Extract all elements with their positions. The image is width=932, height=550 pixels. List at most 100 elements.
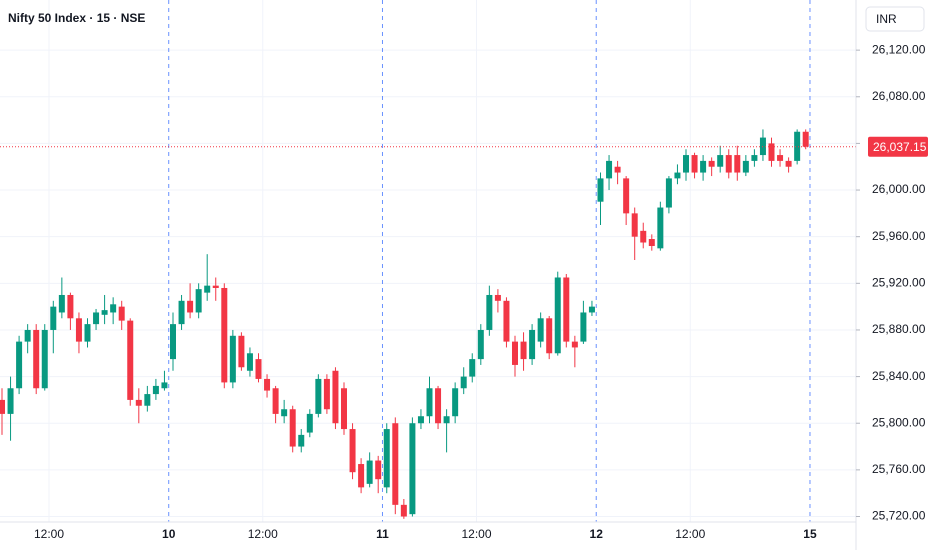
candle-body: [503, 300, 510, 342]
candle-body: [588, 306, 595, 313]
candle-body: [580, 312, 587, 342]
candle-body: [443, 416, 450, 424]
candle-body: [204, 285, 211, 293]
candle-body: [435, 388, 442, 424]
candle-body: [16, 341, 23, 389]
candle-body: [75, 318, 82, 342]
candle-body: [170, 324, 176, 360]
candle-body: [409, 423, 416, 515]
y-tick-label: 26,080.00: [872, 89, 926, 103]
candle-body: [366, 460, 373, 484]
candle-body: [640, 230, 647, 243]
y-tick-label: 25,800.00: [872, 415, 926, 429]
candle-body: [794, 131, 801, 161]
candle-body: [289, 409, 296, 447]
x-tick-label: 10: [162, 527, 176, 541]
candle-body: [50, 306, 57, 330]
x-tick-label: 12:00: [675, 527, 705, 541]
candle-body: [657, 207, 664, 249]
candle-body: [665, 178, 672, 208]
y-tick-label: 25,760.00: [872, 462, 926, 476]
candle-body: [58, 294, 65, 313]
candle-body: [0, 399, 5, 414]
candle-body: [229, 335, 236, 383]
candle-body: [512, 341, 518, 365]
candle-body: [725, 155, 732, 173]
candle-body: [486, 294, 493, 330]
candle-body: [332, 370, 339, 424]
candle-body: [529, 329, 536, 360]
candle-body: [777, 155, 784, 161]
candle-body: [246, 353, 253, 371]
candle-body: [127, 320, 134, 400]
candle-body: [785, 160, 792, 167]
candle-body: [708, 160, 715, 167]
candle-body: [563, 277, 570, 342]
last-price-label: 26,037.15: [873, 140, 927, 154]
candle-body: [469, 359, 476, 377]
currency-button[interactable]: [865, 6, 925, 32]
candle-body: [84, 324, 91, 342]
candle-body: [358, 464, 365, 488]
candle-body: [631, 213, 638, 237]
candle-body: [674, 172, 681, 179]
candle-body: [623, 178, 630, 214]
x-tick-label: 15: [803, 527, 817, 541]
candle-body: [195, 289, 202, 313]
candle-body: [110, 304, 117, 313]
currency-label[interactable]: INR: [876, 12, 897, 26]
candle-body: [281, 409, 288, 417]
y-tick-label: 26,120.00: [872, 42, 926, 56]
candle-body: [683, 155, 689, 173]
candle-body: [144, 394, 151, 406]
candle-body: [383, 429, 390, 488]
x-tick-label: 11: [376, 527, 389, 541]
candle-body: [41, 329, 48, 389]
candle-body: [323, 378, 330, 410]
candle-body: [67, 294, 74, 319]
candle-body: [272, 388, 279, 414]
y-tick-label: 25,720.00: [872, 509, 926, 523]
candle-body: [734, 155, 741, 173]
chart-title: Nifty 50 Index · 15 · NSE: [8, 11, 145, 25]
candle-body: [135, 399, 142, 406]
x-tick-label: 12:00: [248, 527, 278, 541]
candle-body: [152, 385, 159, 395]
candle-body: [537, 318, 544, 342]
candle-body: [187, 300, 194, 313]
candle-body: [717, 155, 724, 167]
x-tick-label: 12: [590, 527, 604, 541]
candle-body: [298, 434, 305, 447]
candle-body: [606, 160, 613, 179]
candle-body: [648, 239, 655, 247]
candle-body: [802, 131, 809, 147]
y-tick-label: 25,920.00: [872, 275, 926, 289]
candle-body: [178, 300, 185, 325]
candle-body: [238, 335, 245, 368]
candle-body: [7, 388, 14, 414]
candle-body: [477, 329, 484, 360]
candle-body: [24, 329, 31, 342]
candle-body: [494, 294, 501, 301]
y-tick-label: 25,840.00: [872, 369, 926, 383]
candle-body: [33, 329, 40, 389]
candle-body: [546, 318, 553, 354]
candle-body: [375, 460, 382, 480]
candle-body: [221, 287, 228, 383]
y-tick-label: 25,960.00: [872, 229, 926, 243]
last-price-badge: [868, 136, 928, 157]
candle-body: [392, 423, 399, 505]
candle-body: [118, 306, 125, 321]
candle-body: [255, 359, 262, 379]
x-tick-label: 12:00: [462, 527, 492, 541]
y-tick-label: 25,880.00: [872, 322, 926, 336]
candle-body: [571, 341, 578, 348]
candle-body: [264, 378, 271, 391]
candle-body: [400, 504, 407, 517]
candle-body: [554, 277, 561, 354]
candle-body: [742, 160, 749, 173]
candle-body: [452, 388, 459, 417]
candle-body: [751, 155, 758, 161]
candle-body: [341, 388, 347, 430]
